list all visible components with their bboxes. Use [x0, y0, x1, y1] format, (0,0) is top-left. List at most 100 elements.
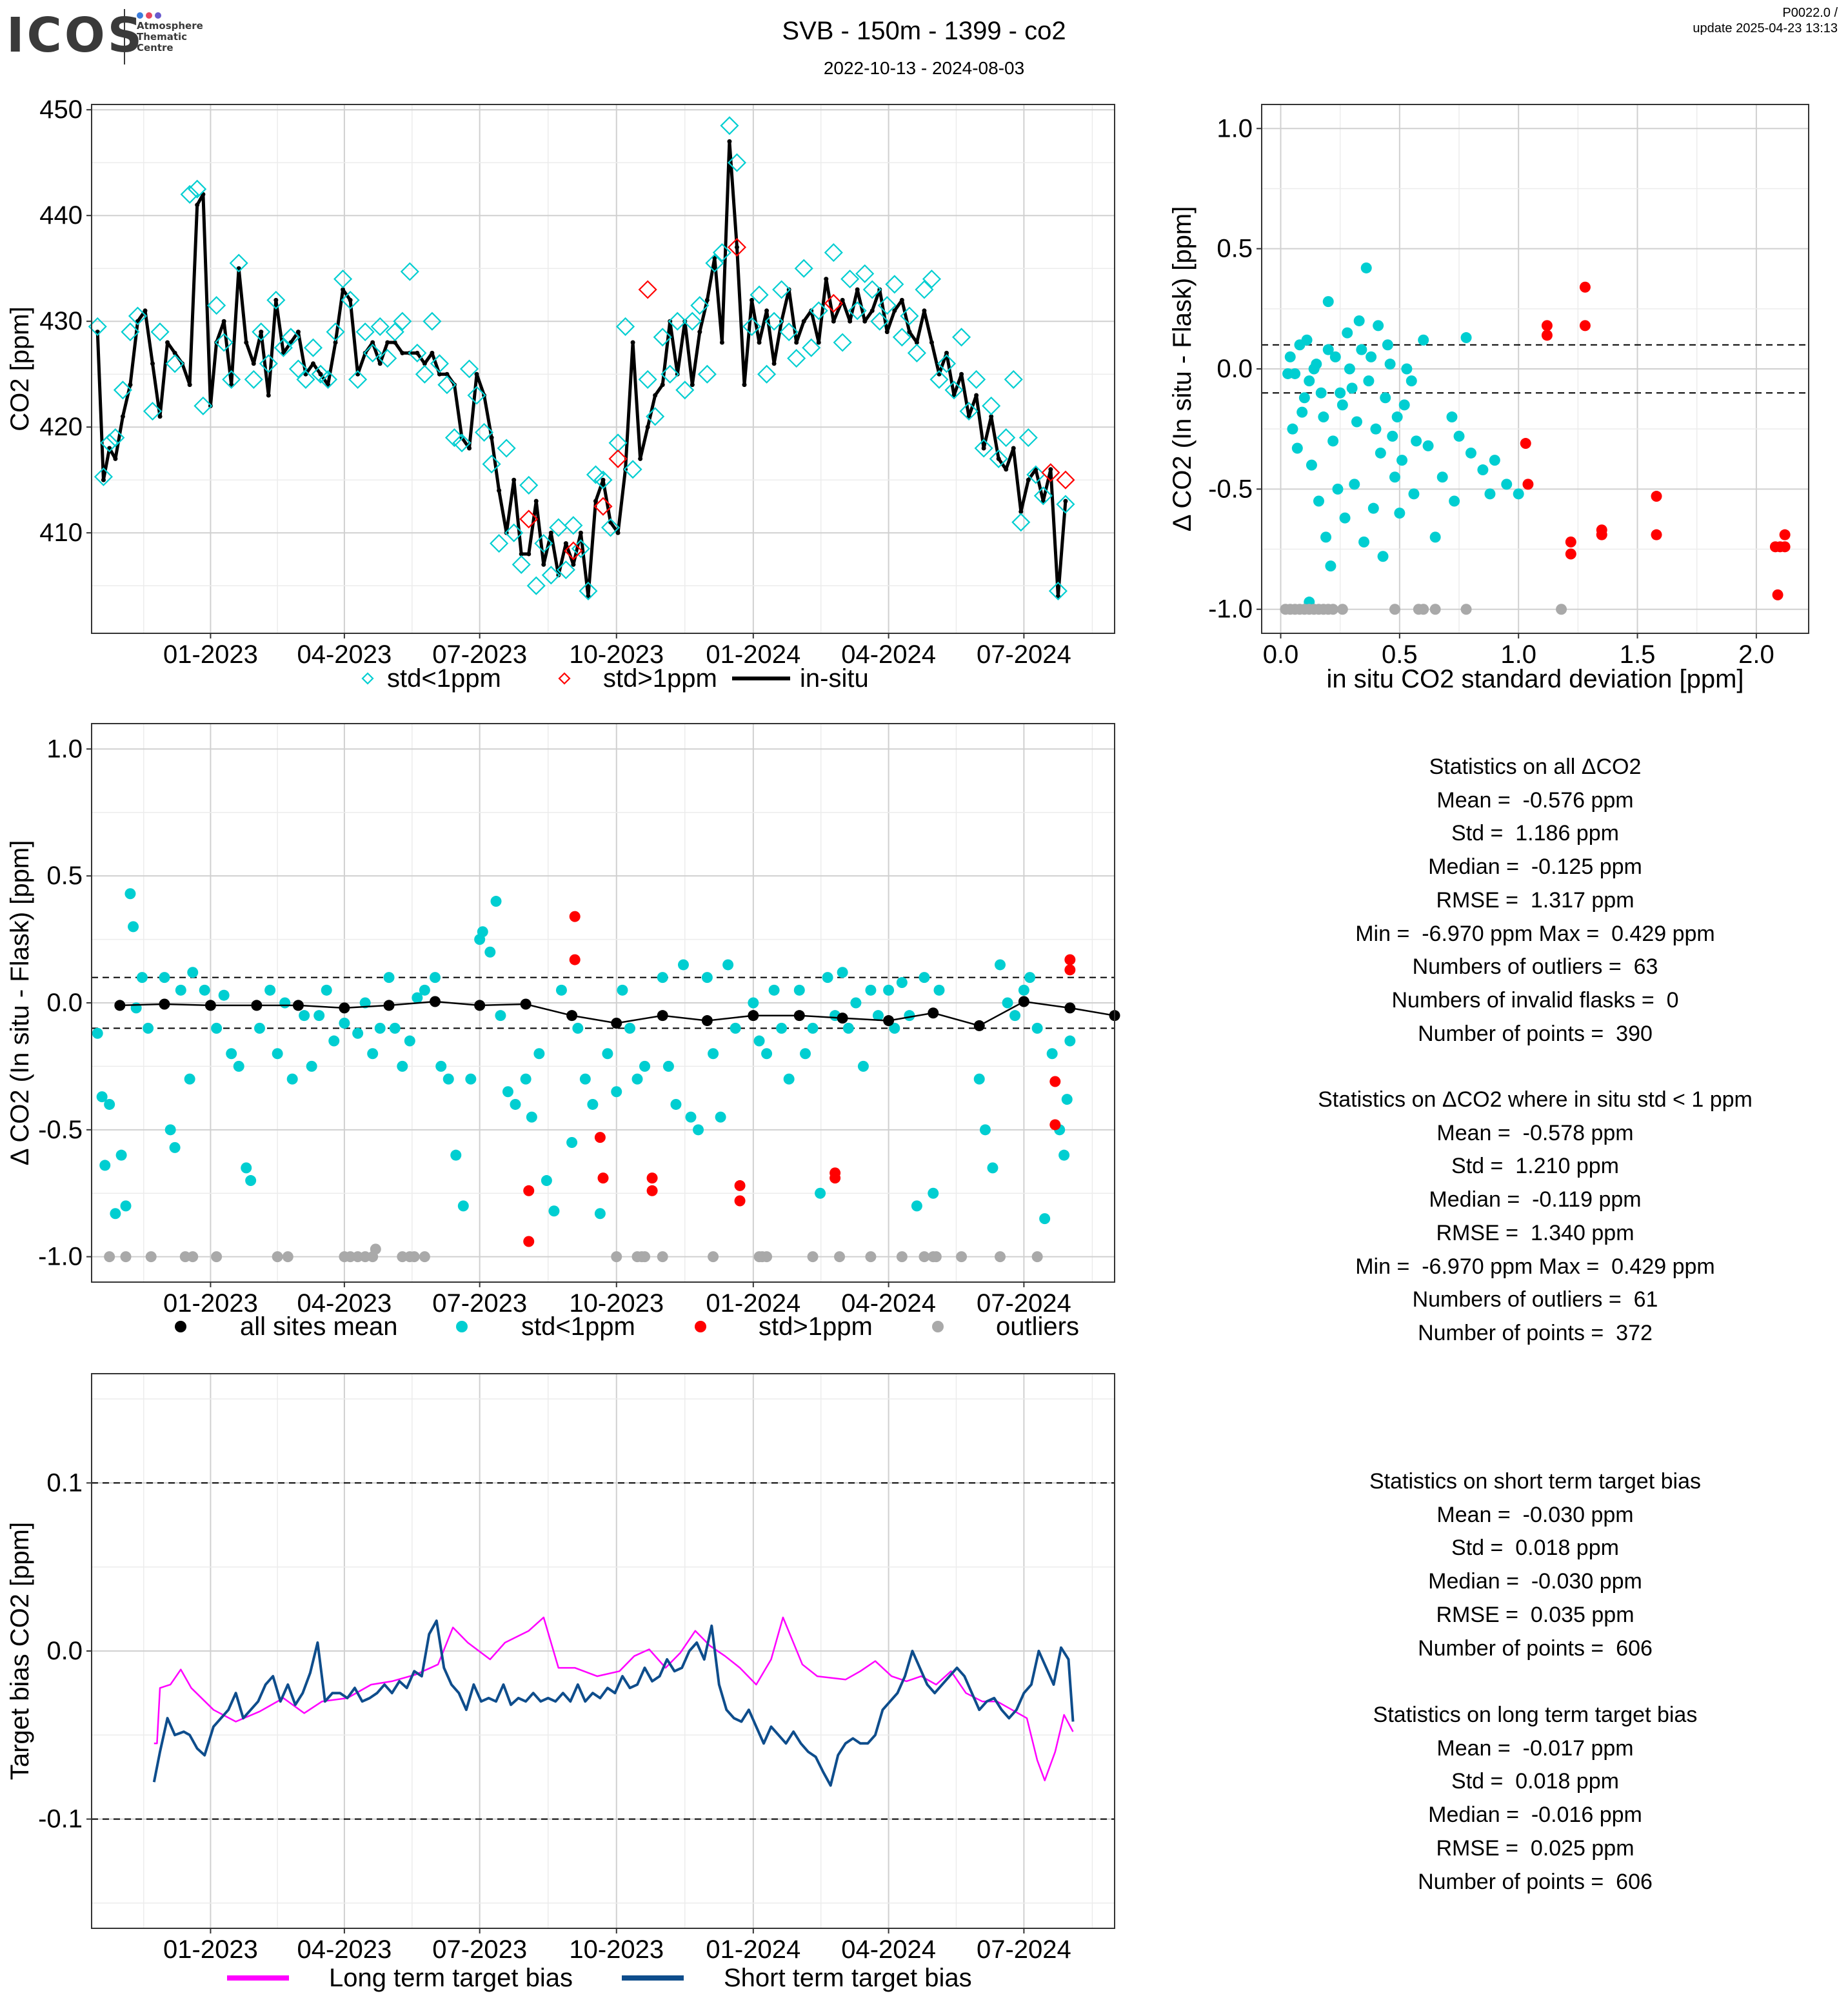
plot-area [88, 104, 1115, 634]
std-low-marker [833, 333, 852, 352]
insitu-point [165, 340, 170, 345]
outlier-point [104, 1251, 115, 1263]
delta-vs-std-chart: -1.0 -0.5 0.0 0.5 1.0 0.0 0.5 1.0 1.5 2.0in situ … [1168, 104, 1809, 693]
y-tick-label: -0.5 [1208, 475, 1253, 503]
insitu-point [929, 340, 934, 345]
std-low-point [1024, 972, 1036, 984]
x-tick-label: 04-2024 [841, 640, 936, 669]
mean-point [383, 1000, 395, 1011]
y-tick-label: -0.1 [38, 1805, 83, 1834]
std-low-marker [512, 555, 531, 574]
std-low-point [306, 1060, 317, 1072]
mean-point [1018, 996, 1029, 1007]
insitu-point [734, 244, 739, 250]
y-tick-label: -0.5 [38, 1116, 83, 1144]
std-low-point [1291, 442, 1303, 454]
std-low-marker [809, 301, 828, 321]
std-low-point [1318, 411, 1329, 423]
insitu-point [757, 340, 762, 345]
y-axis-label: Δ CO2 (In situ - Flask) [ppm] [6, 840, 34, 1166]
std-low-marker [690, 296, 710, 315]
std-low-point [159, 972, 170, 984]
insitu-point [824, 277, 829, 282]
std-low-marker [989, 449, 1008, 468]
std-low-point [1477, 464, 1489, 476]
std-high-point [646, 1185, 658, 1196]
x-tick-label: 07-2024 [977, 640, 1071, 669]
std-low-marker [526, 576, 546, 595]
std-high-point [523, 1236, 535, 1247]
mean-point [748, 1010, 759, 1022]
std-low-marker [877, 296, 897, 315]
std-low-marker [229, 253, 248, 273]
y-axis-label: Target bias CO2 [ppm] [6, 1522, 34, 1780]
std-low-point [1436, 471, 1448, 483]
std-low-point [1489, 455, 1500, 466]
insitu-point [548, 530, 553, 535]
insitu-point [497, 488, 502, 493]
std-low-marker [143, 402, 163, 421]
std-low-point [624, 1022, 635, 1034]
insitu-point [989, 414, 994, 419]
legend-label: std>1ppm [603, 664, 717, 693]
std-low-marker [907, 343, 926, 362]
x-tick-label: 07-2023 [432, 1935, 527, 1964]
std-low-marker [556, 560, 575, 580]
std-low-point [1377, 551, 1389, 562]
x-tick-label: 01-2024 [706, 640, 800, 669]
std-low-marker [475, 422, 494, 442]
std-low-point [450, 1149, 462, 1161]
y-tick-label: 410 [39, 519, 83, 547]
std-low-point [1367, 502, 1379, 514]
stats-line: Median = -0.030 ppm [1428, 1569, 1642, 1594]
stats-line: Numbers of invalid flasks = 0 [1391, 987, 1679, 1013]
insitu-point [884, 330, 889, 335]
version-label: P0022.0 / [1782, 6, 1838, 20]
std-low-point [490, 896, 502, 907]
std-low-marker [222, 370, 241, 389]
std-low-marker [997, 428, 1016, 448]
std-low-marker [348, 370, 368, 389]
std-low-point [510, 1098, 521, 1110]
outlier-point [956, 1251, 968, 1263]
legend-label: all sites mean [240, 1312, 398, 1341]
std-low-marker [194, 396, 213, 415]
outlier-point [834, 1251, 846, 1263]
std-high-marker [727, 237, 747, 257]
std-low-marker [787, 349, 806, 368]
std-low-point [1304, 375, 1315, 387]
std-low-point [911, 1200, 922, 1212]
std-low-marker [705, 253, 724, 273]
std-low-marker [616, 317, 635, 336]
mean-point [701, 1015, 713, 1027]
std-low-point [412, 992, 423, 1004]
std-low-marker [549, 518, 568, 537]
y-tick-label: -1.0 [1208, 595, 1253, 624]
std-low-marker [326, 322, 345, 342]
std-low-point [639, 1060, 651, 1072]
std-low-marker [408, 343, 427, 362]
insitu-point [415, 350, 420, 355]
plot-area [1261, 104, 1809, 634]
outlier-point [1418, 604, 1429, 615]
std-low-point [104, 1098, 115, 1110]
std-low-point [857, 1060, 869, 1072]
insitu-point [244, 340, 249, 345]
stats-line: Mean = -0.030 ppm [1436, 1502, 1634, 1527]
outlier-point [282, 1251, 293, 1263]
std-low-marker [892, 328, 911, 347]
std-high-point [1779, 529, 1791, 540]
insitu-point [816, 340, 821, 345]
mean-point [566, 1010, 578, 1022]
insitu-point [195, 203, 200, 208]
std-low-marker [363, 343, 383, 362]
std-low-marker [720, 116, 739, 135]
insitu-point [645, 424, 650, 430]
std-low-marker [497, 439, 516, 458]
stats-short-bias: Statistics on short term target bias Mea… [1213, 1465, 1848, 1665]
std-low-marker [571, 539, 590, 559]
std-low-point [611, 1086, 622, 1098]
y-axis-label: Δ CO2 (In situ - Flask) [ppm] [1168, 206, 1197, 532]
std-low-point [1394, 508, 1406, 519]
std-low-point [1322, 344, 1334, 355]
